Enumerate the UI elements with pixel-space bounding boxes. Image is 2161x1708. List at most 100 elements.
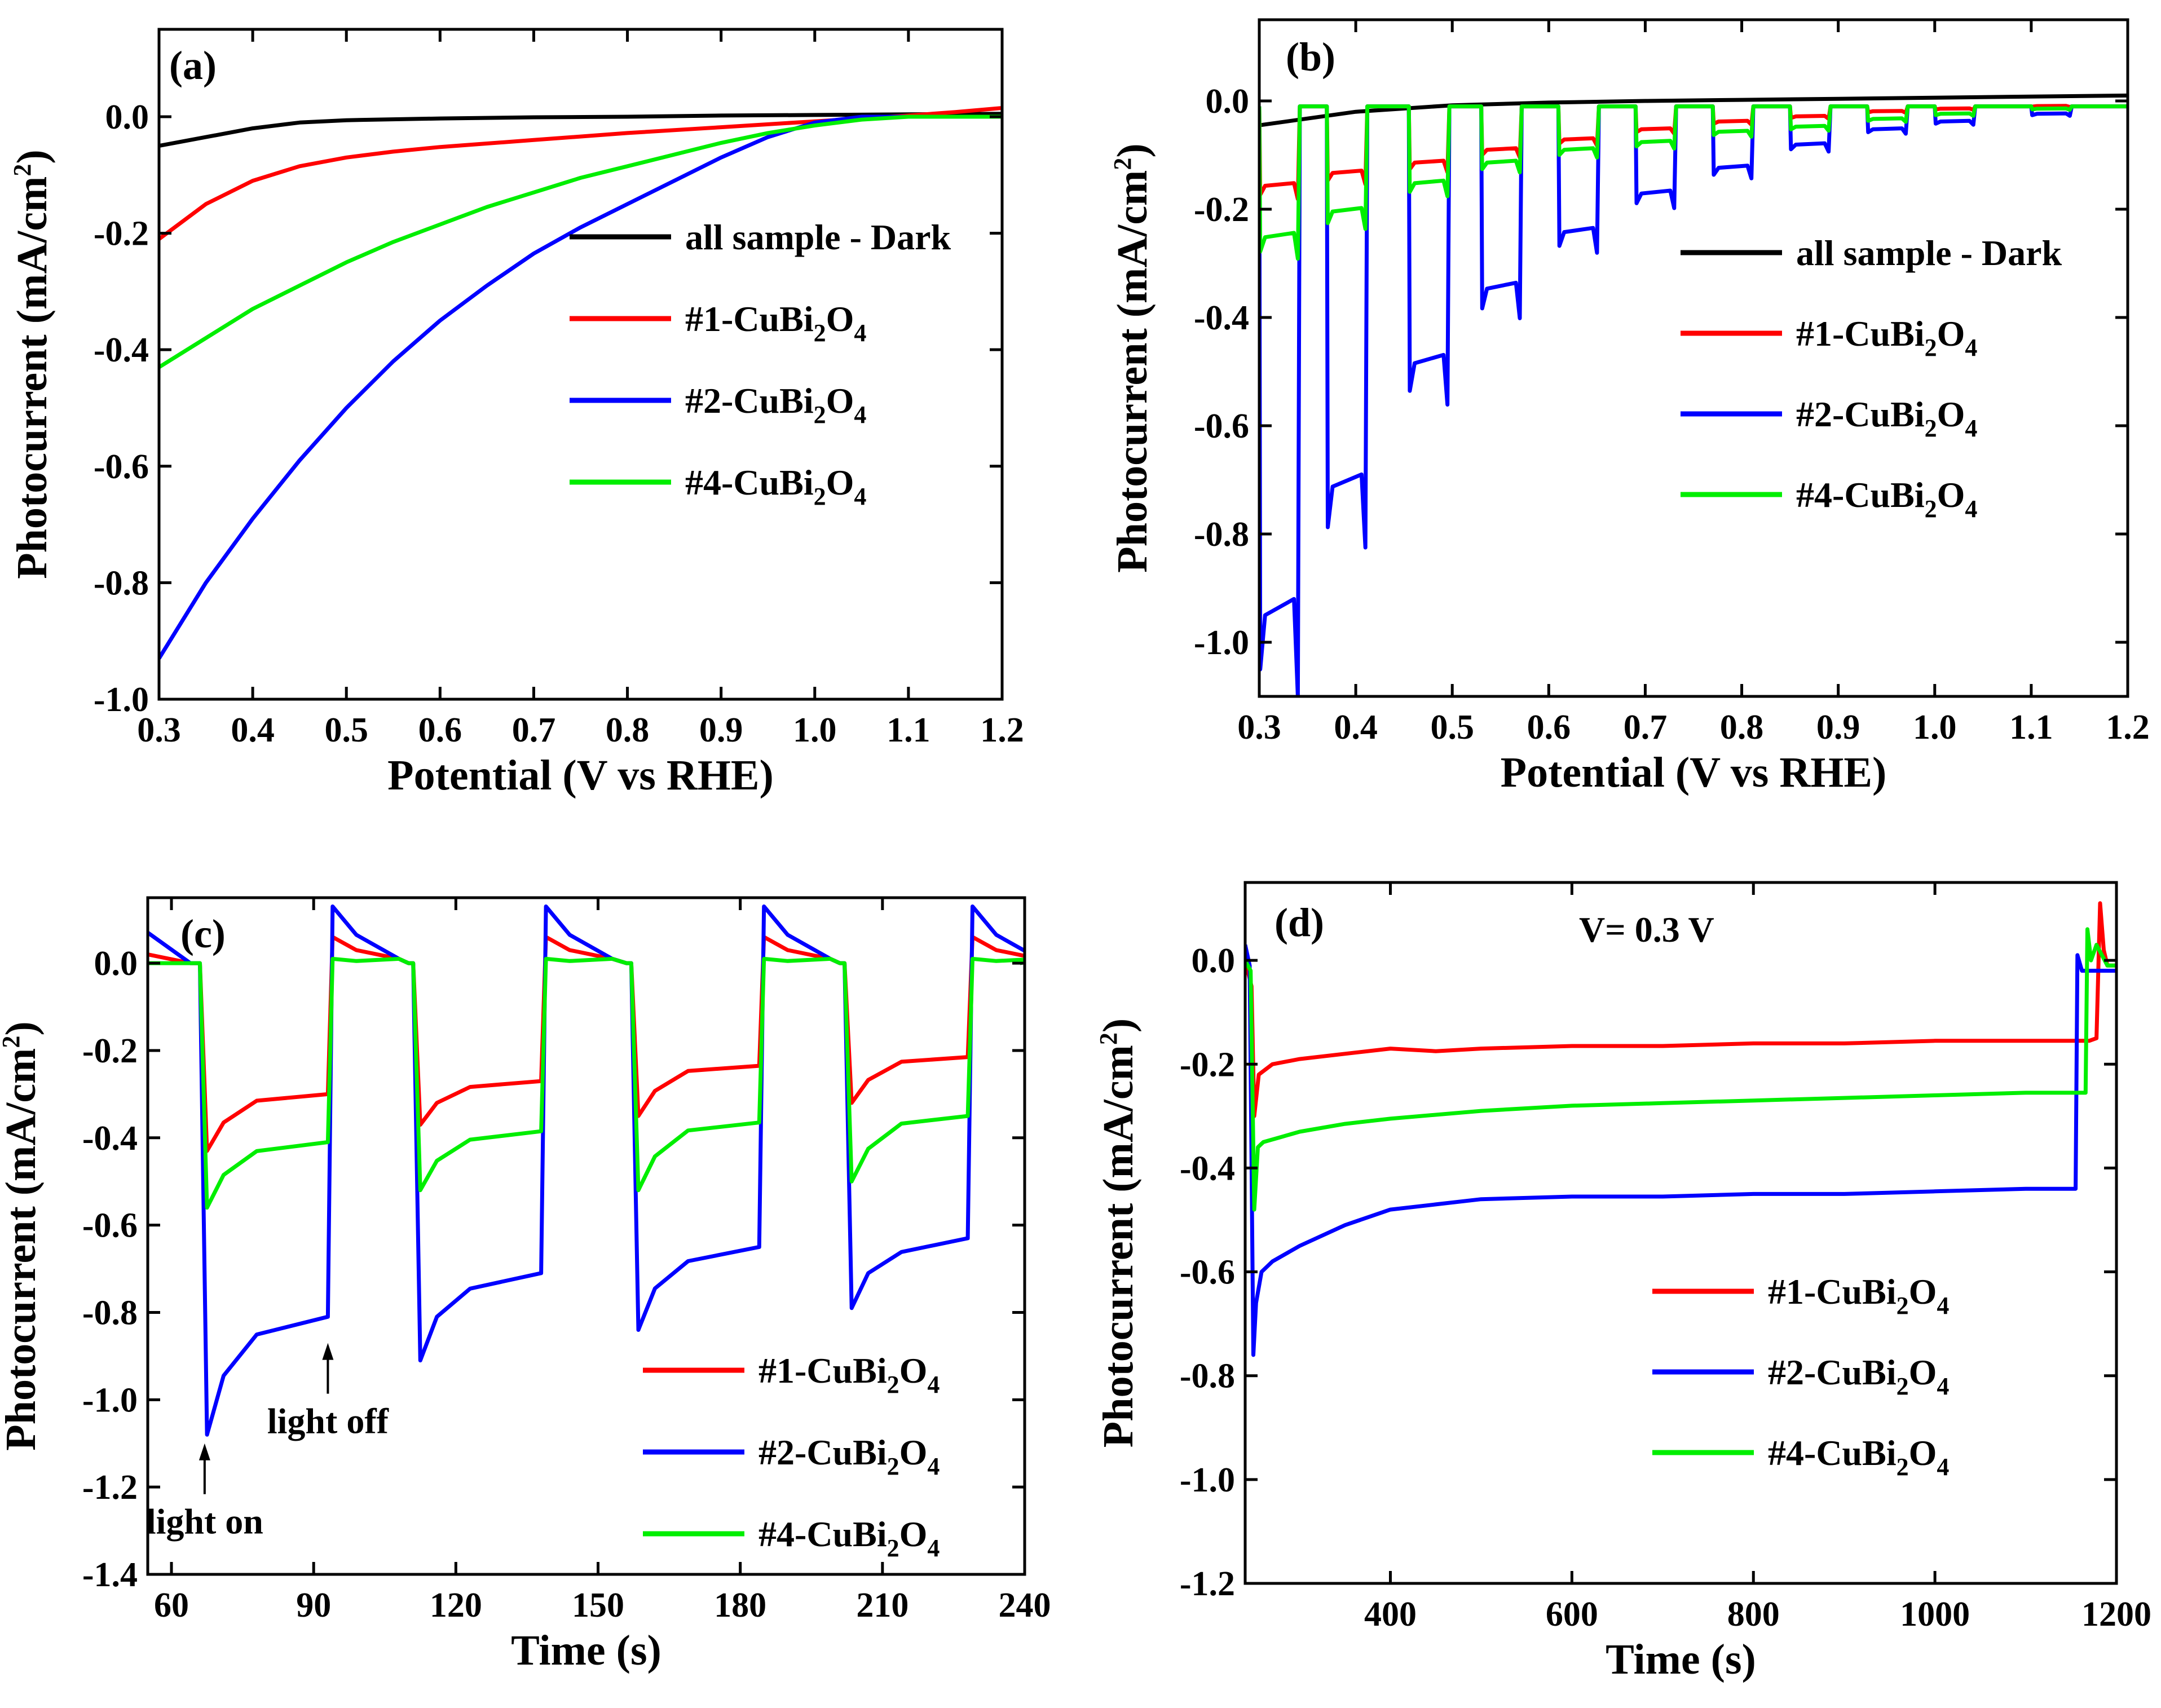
y-tick-label: -0.6: [82, 1207, 138, 1245]
x-tick-label: 400: [1364, 1595, 1417, 1634]
x-tick-label: 1.1: [2009, 708, 2053, 747]
y-tick-label: -0.6: [1194, 407, 1249, 445]
series-line-dark: [1259, 93, 2128, 127]
y-tick-label: -0.6: [94, 448, 149, 486]
x-tick-label: 1.0: [1913, 708, 1957, 747]
y-tick-label: -0.2: [1180, 1045, 1235, 1084]
x-axis-label: Potential (V vs RHE): [387, 752, 774, 799]
plot-frame: [1258, 18, 2129, 698]
y-tick-label: -0.2: [82, 1032, 138, 1070]
y-tick-label: 0.0: [105, 98, 149, 136]
legend-entry-s2: #2-CuBi2O4: [1768, 1352, 1949, 1400]
x-axis-label: Potential (V vs RHE): [1501, 749, 1887, 796]
panel-d: 400 600 800 1000 1200 -1.2 -1.0 -0.8 -0.6 -0.4 -0.…: [1095, 881, 2151, 1683]
plot-frame: [146, 896, 1026, 1576]
legend-entry-s4: #4-CuBi2O4: [685, 462, 866, 510]
x-tick-label: 1.1: [887, 711, 930, 749]
series-chopped-s4: [1259, 104, 2128, 261]
legend-entry-s1: #1-CuBi2O4: [758, 1350, 940, 1398]
y-tick-label: -0.6: [1180, 1254, 1235, 1292]
plot-area: [1245, 901, 2116, 1357]
annotation-text: light on: [146, 1502, 263, 1542]
y-tick-label: 0.0: [1206, 82, 1250, 121]
x-tick-label: 0.6: [1527, 708, 1571, 747]
x-tick-label: 240: [999, 1586, 1051, 1625]
x-tick-label: 0.5: [324, 711, 368, 749]
x-axis-label: Time (s): [511, 1627, 661, 1674]
y-tick-label: -0.8: [82, 1294, 138, 1332]
x-tick-label: 600: [1546, 1595, 1598, 1634]
legend-entry-s1: #1-CuBi2O4: [1768, 1272, 1949, 1319]
plot-frame: [157, 28, 1004, 701]
series-line-s2: [1245, 944, 2116, 1357]
y-tick-label: -1.2: [1180, 1565, 1235, 1603]
legend-entry-s4: #4-CuBi2O4: [1796, 475, 1977, 523]
legend-entry-s4: #4-CuBi2O4: [1768, 1433, 1949, 1481]
x-tick-label: 210: [856, 1586, 908, 1625]
x-tick-label: 0.3: [1237, 708, 1281, 747]
x-tick-label: 0.3: [137, 711, 181, 749]
x-tick-label: 1.2: [980, 711, 1024, 749]
y-axis-label: Photocurrent (mA/cm2): [1095, 1018, 1142, 1447]
annotation-arrowhead: [199, 1443, 210, 1460]
plot-area: [1259, 93, 2128, 696]
panel-label: (d): [1274, 900, 1324, 945]
annotation-arrowhead: [322, 1343, 334, 1360]
x-tick-label: 1000: [1900, 1595, 1970, 1634]
y-axis-label: Photocurrent (mA/cm2): [8, 149, 56, 579]
x-tick-label: 0.9: [699, 711, 743, 749]
legend-entry-s2: #2-CuBi2O4: [758, 1432, 940, 1480]
x-tick-label: 1.0: [793, 711, 837, 749]
x-tick-label: 150: [572, 1586, 624, 1625]
legend-entry-s4: #4-CuBi2O4: [758, 1514, 940, 1562]
x-tick-label: 1200: [2081, 1595, 2151, 1634]
panel-label: (c): [180, 911, 226, 956]
x-tick-label: 0.8: [606, 711, 650, 749]
plot-area: [148, 904, 1025, 1437]
series-line-s2: [159, 114, 1002, 660]
y-tick-label: -0.4: [82, 1119, 138, 1158]
x-tick-label: 800: [1727, 1595, 1780, 1634]
x-tick-label: 120: [430, 1586, 482, 1625]
panel-b: 0.3 0.4 0.5 0.6 0.7 0.8 0.9 1.0 1.1 1.2 -1.0 -0.8 -0…: [1109, 18, 2150, 796]
legend-entry-s1: #1-CuBi2O4: [685, 299, 866, 347]
x-tick-label: 60: [154, 1586, 189, 1625]
x-tick-label: 0.4: [1334, 708, 1378, 747]
series-line-s4: [159, 114, 1002, 369]
y-tick-label: -0.2: [1194, 191, 1249, 229]
legend-entry-dark: all sample - Dark: [1796, 233, 2062, 273]
x-tick-label: 0.9: [1816, 708, 1860, 747]
legend-entry-s2: #2-CuBi2O4: [685, 381, 866, 429]
x-tick-label: 180: [714, 1586, 766, 1625]
x-axis-label: Time (s): [1606, 1636, 1756, 1683]
series-line-s4: [1245, 927, 2116, 1212]
y-tick-label: -0.8: [1180, 1357, 1235, 1396]
y-axis-label: Photocurrent (mA/cm2): [0, 1021, 45, 1450]
annotation-text: light off: [267, 1401, 389, 1441]
y-tick-label: -0.4: [1194, 299, 1249, 337]
plot-area: [159, 106, 1002, 660]
y-tick-label: -0.4: [94, 331, 149, 369]
x-tick-label: 0.8: [1720, 708, 1764, 747]
x-tick-label: 0.4: [231, 711, 275, 749]
panel-c: 60 90 120 150 180 210 240 -1.4 -1.2 -1.0 -0.8 -0.6 -…: [0, 896, 1051, 1674]
series-line-s4: [148, 956, 1025, 1210]
x-tick-label: 0.5: [1430, 708, 1474, 747]
legend-entry-dark: all sample - Dark: [685, 217, 951, 257]
y-tick-label: -1.0: [1180, 1461, 1235, 1499]
panel-label: (b): [1286, 34, 1335, 80]
y-tick-label: -0.8: [1194, 515, 1249, 554]
legend-entry-s2: #2-CuBi2O4: [1796, 394, 1977, 442]
panel-a: 0.3 0.4 0.5 0.6 0.7 0.8 0.9 1.0 1.1 1.2 -1.0 -0.8 -0…: [8, 28, 1024, 799]
legend-entry-s1: #1-CuBi2O4: [1796, 314, 1977, 361]
x-tick-label: 0.7: [1624, 708, 1668, 747]
y-axis-label: Photocurrent (mA/cm2): [1109, 143, 1156, 572]
series-line-dark: [159, 112, 1002, 148]
y-tick-label: 0.0: [94, 945, 138, 983]
voltage-annotation: V= 0.3 V: [1579, 910, 1714, 950]
y-tick-label: 0.0: [1192, 942, 1236, 980]
plot-frame: [1243, 881, 2118, 1585]
y-tick-label: -1.0: [82, 1381, 138, 1419]
